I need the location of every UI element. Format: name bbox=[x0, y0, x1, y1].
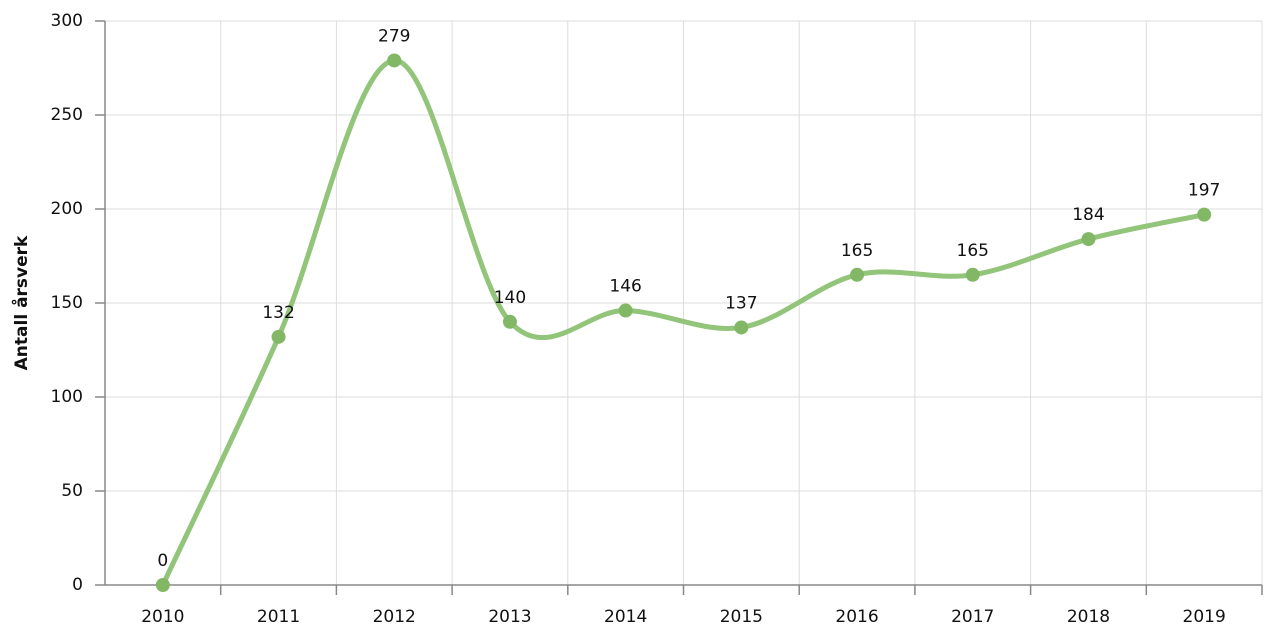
data-label: 279 bbox=[378, 26, 410, 46]
x-tick-label: 2014 bbox=[604, 607, 647, 627]
data-label: 184 bbox=[1072, 205, 1104, 225]
line bbox=[160, 57, 1207, 588]
x-tick-label: 2010 bbox=[141, 607, 184, 627]
data-label: 132 bbox=[262, 303, 294, 323]
x-tick-label: 2015 bbox=[720, 607, 763, 627]
x-tick-label: 2018 bbox=[1067, 607, 1110, 627]
x-tick-label: 2013 bbox=[488, 607, 531, 627]
marker bbox=[1081, 232, 1096, 247]
x-tick-label: 2017 bbox=[951, 607, 994, 627]
y-tick-label: 300 bbox=[51, 11, 83, 31]
y-tick-label: 250 bbox=[51, 105, 83, 125]
y-tick-label: 200 bbox=[51, 199, 83, 219]
data-label: 165 bbox=[957, 241, 989, 261]
y-tick-label: 50 bbox=[61, 481, 83, 501]
data-label: 0 bbox=[157, 551, 168, 571]
marker bbox=[734, 320, 749, 335]
data-label: 137 bbox=[725, 293, 757, 313]
data-label: 140 bbox=[494, 288, 526, 308]
y-tick-label: 150 bbox=[51, 293, 83, 313]
marker bbox=[155, 578, 170, 592]
y-tick-label: 100 bbox=[51, 387, 83, 407]
data-label: 146 bbox=[609, 277, 641, 297]
x-tick-label: 2012 bbox=[373, 607, 416, 627]
x-tick-label: 2011 bbox=[257, 607, 300, 627]
data-label: 165 bbox=[841, 241, 873, 261]
marker bbox=[965, 267, 980, 282]
marker bbox=[850, 267, 865, 282]
marker bbox=[618, 303, 633, 318]
marker bbox=[387, 53, 402, 68]
y-axis-label: Antall årsverk bbox=[10, 235, 32, 370]
marker bbox=[271, 329, 286, 344]
marker bbox=[502, 314, 517, 329]
x-tick-label: 2019 bbox=[1183, 607, 1226, 627]
data-label: 197 bbox=[1188, 181, 1220, 201]
marker bbox=[1197, 207, 1212, 222]
x-tick-label: 2016 bbox=[835, 607, 878, 627]
y-tick-label: 0 bbox=[72, 575, 83, 595]
